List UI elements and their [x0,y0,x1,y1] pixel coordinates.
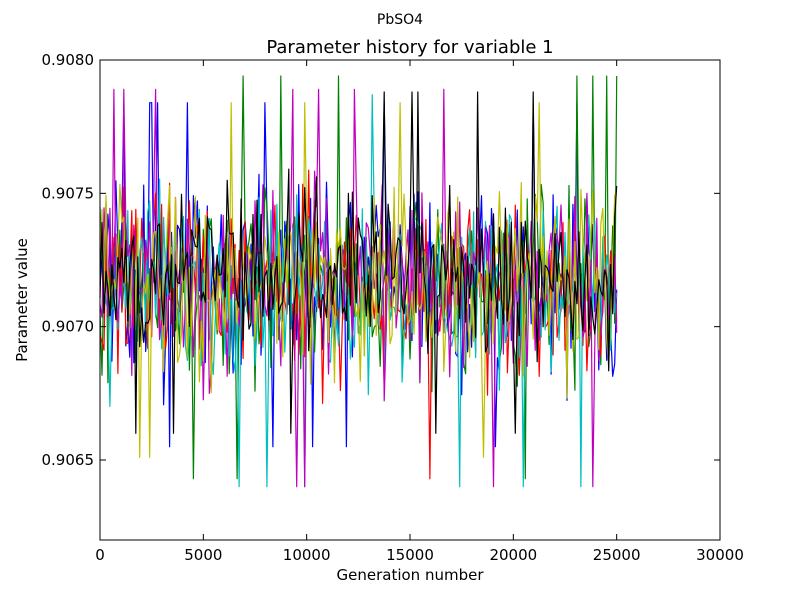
series-line-7 [99,91,618,434]
tick-layer: 0 5000 10000 15000 20000 25000 30000 0.9065 0.90… [42,51,744,564]
series-line-6 [99,102,617,458]
y-tick-label-0: 0.9065 [42,451,95,469]
series-layer [99,75,618,488]
series-line-5 [99,88,618,488]
x-tick-label-4: 20000 [489,546,537,564]
x-tick-label-0: 0 [95,546,105,564]
chart-title: Parameter history for variable 1 [266,37,553,58]
x-tick-label-5: 25000 [593,546,641,564]
x-tick-label-3: 15000 [386,546,434,564]
y-tick-label-1: 0.9070 [42,318,95,336]
chart-suptitle: PbSO4 [377,12,423,28]
y-tick-label-3: 0.9080 [42,51,95,69]
x-tick-label-1: 5000 [184,546,222,564]
y-axis-label: Parameter value [13,238,31,362]
x-axis-label: Generation number [337,566,485,584]
y-tick-label-2: 0.9075 [42,184,95,202]
x-tick-label-2: 10000 [283,546,331,564]
x-tick-label-6: 30000 [696,546,744,564]
